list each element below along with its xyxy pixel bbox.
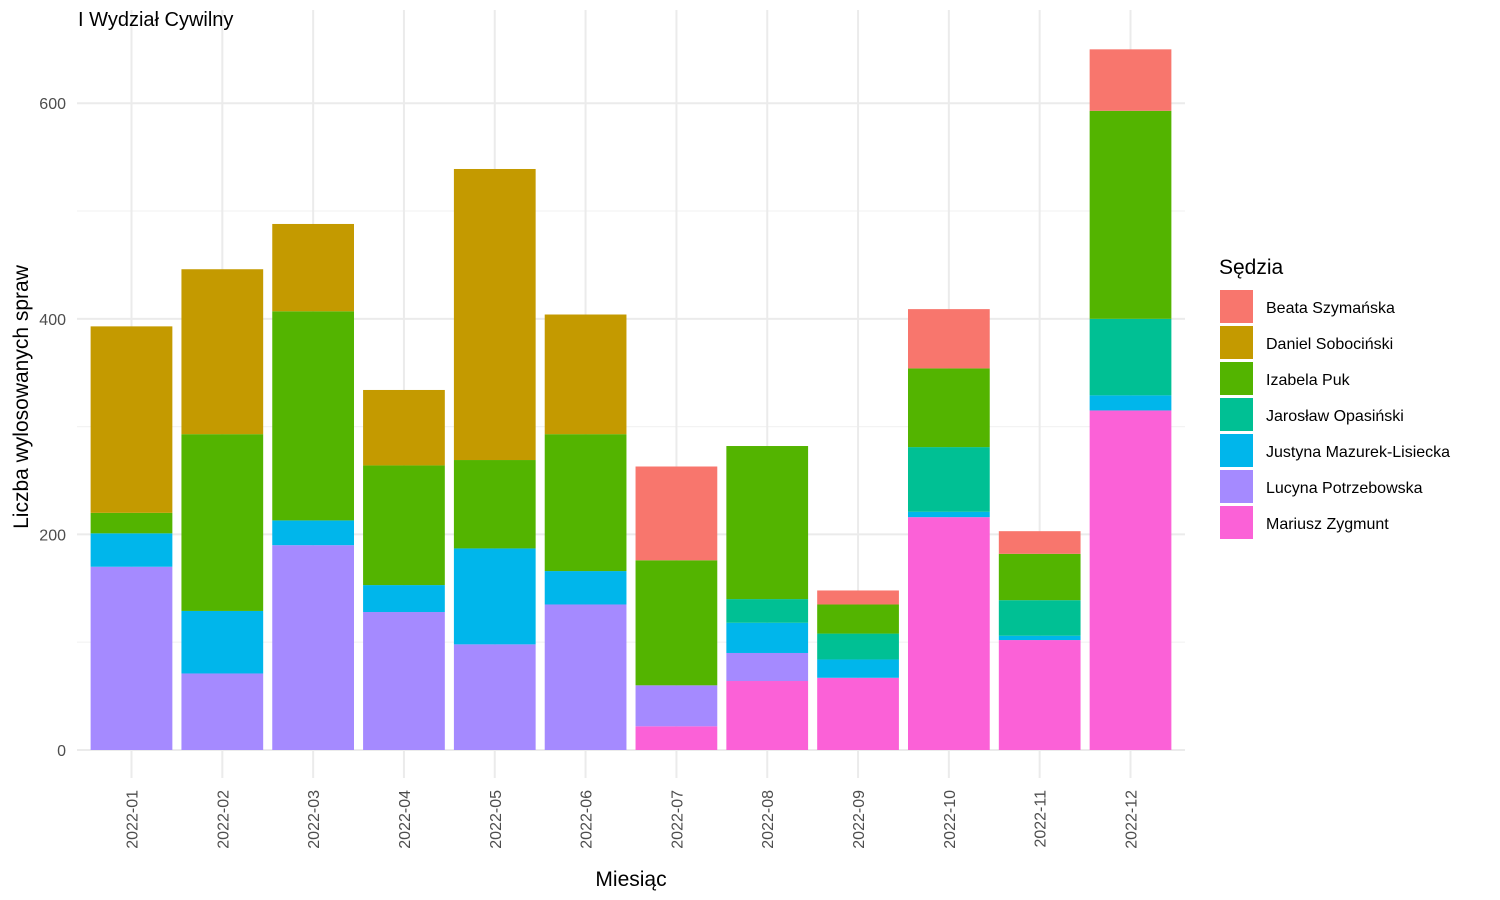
legend-swatch (1220, 398, 1253, 431)
x-tick-label: 2022-09 (851, 790, 868, 849)
legend-label: Beata Szymańska (1266, 300, 1395, 317)
legend-swatch (1220, 326, 1253, 359)
x-tick-label: 2022-01 (124, 790, 141, 849)
bar-segment (363, 585, 445, 613)
legend-label: Mariusz Zygmunt (1266, 516, 1389, 533)
bar-segment (726, 622, 809, 653)
bar-segment (998, 531, 1081, 554)
bar-segment (998, 635, 1081, 641)
bar-segment (817, 659, 899, 678)
legend-label: Justyna Mazurek-Lisiecka (1266, 444, 1450, 461)
bar-segment (908, 517, 990, 750)
x-tick-labels: 2022-01 2022-02 2022-03 2022-04 2022-05 2022-… (124, 790, 1140, 849)
legend-swatch (1220, 290, 1253, 323)
bar-segment (272, 545, 354, 750)
bar-segment (998, 600, 1081, 636)
x-tick-label: 2022-07 (669, 790, 686, 849)
bar-segment (1089, 110, 1172, 319)
bar-segment (181, 434, 264, 611)
bar-segment (272, 311, 354, 521)
bar-segment (363, 612, 445, 750)
x-tick-label: 2022-10 (942, 790, 959, 849)
y-axis-title: Liczba wylosowanych spraw (10, 264, 33, 529)
legend: Sędzia Beata Szymańska Daniel Sobociński I… (1219, 256, 1450, 539)
bar-segment (635, 560, 718, 686)
bar-segment (635, 726, 718, 750)
bar-segment (635, 685, 718, 727)
x-tick-label: 2022-03 (306, 790, 323, 849)
y-tick-labels: 0 200 400 600 (39, 96, 66, 760)
bar-segment (817, 604, 899, 634)
bars (90, 49, 1172, 750)
bar-segment (817, 633, 899, 660)
x-tick-label: 2022-06 (579, 790, 596, 849)
legend-swatch (1220, 506, 1253, 539)
bar-segment (363, 465, 445, 586)
x-tick-label: 2022-11 (1033, 790, 1050, 848)
legend-label: Daniel Sobociński (1266, 336, 1393, 353)
legend-title: Sędzia (1219, 256, 1284, 279)
bar-segment (90, 326, 173, 513)
x-axis-title: Miesiąc (595, 868, 666, 891)
y-tick-label: 200 (39, 527, 66, 544)
bar-segment (726, 652, 809, 682)
bar-segment (908, 368, 990, 448)
bar-segment (363, 389, 445, 466)
bar-segment (181, 673, 264, 750)
bar-segment (1089, 49, 1172, 111)
legend-label: Lucyna Potrzebowska (1266, 480, 1423, 497)
bar-segment (544, 604, 627, 750)
bar-segment (272, 520, 354, 546)
bar-segment (181, 610, 264, 674)
bar-segment (908, 447, 990, 512)
x-tick-label: 2022-02 (215, 790, 232, 849)
bar-segment (453, 644, 536, 750)
x-tick-label: 2022-05 (488, 790, 505, 849)
bar-segment (908, 309, 990, 369)
bar-segment (998, 640, 1081, 750)
bar-segment (272, 223, 354, 312)
bar-segment (635, 466, 718, 561)
bar-segment (90, 533, 173, 567)
bar-segment (998, 553, 1081, 601)
bar-segment (1089, 395, 1172, 411)
legend-label: Izabela Puk (1266, 372, 1351, 389)
bar-segment (544, 434, 627, 572)
bar-segment (453, 460, 536, 549)
y-tick-label: 600 (39, 96, 66, 113)
legend-swatch (1220, 434, 1253, 467)
bar-segment (817, 590, 899, 605)
bar-segment (453, 548, 536, 645)
x-tick-label: 2022-12 (1124, 790, 1141, 849)
legend-swatch (1220, 362, 1253, 395)
bar-segment (544, 571, 627, 605)
y-tick-label: 0 (57, 743, 66, 760)
bar-segment (544, 314, 627, 435)
bar-segment (453, 168, 536, 461)
bar-segment (726, 446, 809, 600)
bar-segment (726, 681, 809, 750)
bar-segment (90, 566, 173, 750)
x-tick-label: 2022-04 (397, 790, 414, 849)
bar-segment (726, 599, 809, 623)
x-tick-label: 2022-08 (760, 790, 777, 849)
bar-segment (1089, 410, 1172, 750)
legend-swatch (1220, 470, 1253, 503)
bar-segment (908, 511, 990, 518)
bar-segment (181, 269, 264, 435)
legend-label: Jarosław Opasiński (1266, 408, 1404, 425)
legend-items: Beata Szymańska Daniel Sobociński Izabela … (1220, 290, 1450, 539)
bar-segment (817, 677, 899, 750)
y-tick-label: 400 (39, 312, 66, 329)
bar-segment (1089, 318, 1172, 396)
bar-segment (90, 512, 173, 534)
plot-title: I Wydział Cywilny (78, 9, 233, 31)
